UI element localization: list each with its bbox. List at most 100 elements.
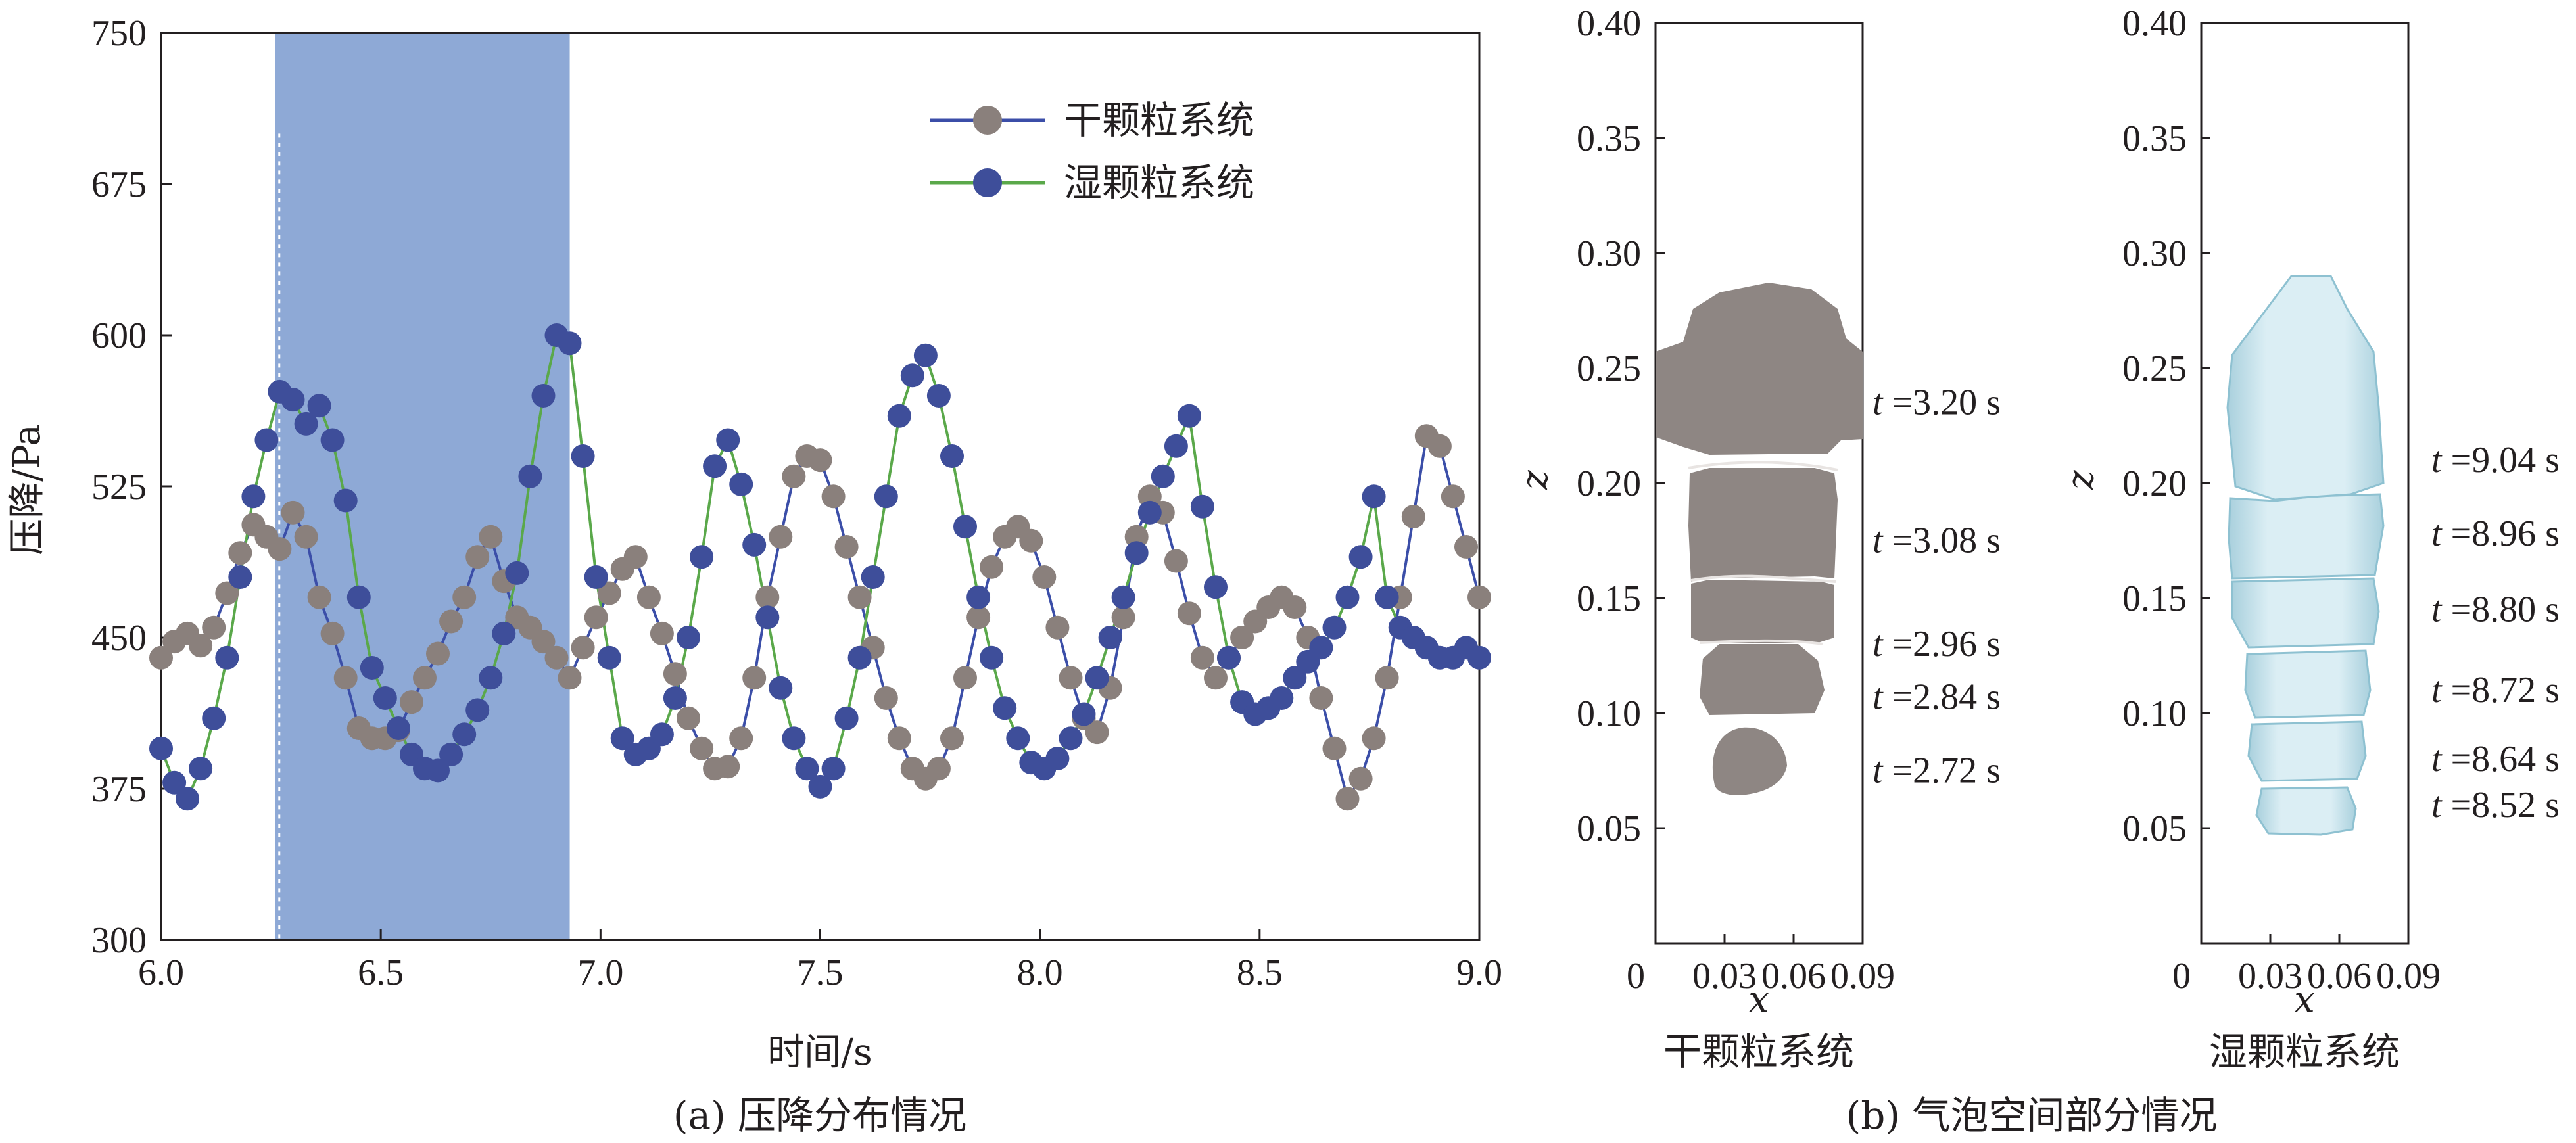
data-point-wet — [228, 565, 252, 589]
y-tick-label: 675 — [91, 164, 147, 205]
legend: 干颗粒系统 湿颗粒系统 — [930, 98, 1254, 205]
data-point-wet — [176, 787, 200, 811]
data-point-wet — [913, 343, 938, 367]
time-label: t =8.80 s — [2431, 590, 2560, 630]
data-point-wet — [1124, 541, 1149, 565]
data-point-wet — [1322, 615, 1347, 640]
data-point-dry — [1283, 595, 1307, 619]
data-point-dry — [755, 585, 780, 609]
data-point-wet — [663, 686, 687, 710]
wet-bubble-t852 — [2255, 786, 2357, 836]
dry-time-labels: t =3.20 s t =3.08 s t =2.96 s t =2.84 s t =2… — [1872, 383, 2001, 791]
data-point-wet — [254, 428, 279, 452]
data-point-wet — [1164, 434, 1188, 458]
data-point-dry — [729, 726, 753, 751]
x-tick-label: 6.0 — [138, 952, 184, 993]
data-point-dry — [1309, 686, 1333, 710]
x-tick-label: 0.06 — [1761, 956, 1826, 996]
data-point-dry — [650, 621, 674, 645]
data-point-dry — [294, 525, 318, 549]
y-tick-label: 450 — [91, 618, 147, 659]
data-point-dry — [1467, 585, 1491, 609]
data-point-dry — [1230, 626, 1254, 649]
data-point-wet — [1072, 702, 1096, 726]
data-point-dry — [413, 666, 437, 690]
data-point-dry — [228, 541, 252, 565]
data-point-wet — [966, 585, 991, 609]
data-point-dry — [940, 726, 964, 751]
data-point-wet — [202, 706, 226, 730]
wet-time-labels: t =9.04 s t =8.96 s t =8.80 s t =8.72 s t =8… — [2431, 440, 2560, 826]
data-point-wet — [1204, 575, 1228, 599]
x-tick-label: 7.5 — [798, 952, 844, 993]
time-label: t =2.72 s — [1872, 751, 2001, 791]
dry-bubble-t320 — [1656, 283, 1863, 455]
data-point-dry — [439, 609, 464, 634]
data-point-wet — [307, 394, 331, 418]
legend-marker-dry — [973, 106, 1002, 135]
series-group — [149, 323, 1491, 811]
data-point-dry — [1059, 666, 1083, 690]
dry-bubble-t272 — [1712, 727, 1787, 795]
data-point-wet — [189, 757, 213, 781]
data-point-wet — [571, 444, 595, 468]
data-point-dry — [1401, 505, 1425, 528]
data-point-dry — [1085, 720, 1109, 745]
x-tick-label: 0.03 — [1692, 956, 1757, 996]
data-point-wet — [333, 488, 358, 513]
data-point-dry — [690, 736, 714, 760]
data-point-wet — [1335, 585, 1360, 609]
data-point-wet — [1177, 404, 1201, 428]
x-tick-label: 0 — [1627, 956, 1645, 996]
data-point-wet — [795, 757, 819, 781]
data-point-dry — [1111, 605, 1135, 630]
data-point-dry — [1322, 736, 1347, 760]
data-point-dry — [202, 615, 226, 640]
data-point-wet — [320, 428, 345, 452]
highlight-span — [275, 33, 570, 940]
data-point-wet — [940, 444, 964, 468]
data-point-wet — [742, 532, 767, 557]
data-point-wet — [1137, 500, 1162, 525]
data-point-wet — [479, 666, 503, 690]
x-tick-label: 6.5 — [358, 952, 404, 993]
data-point-dry — [926, 757, 951, 781]
z-tick-label: 0.35 — [2122, 118, 2187, 159]
dry-seam-2 — [1690, 574, 1836, 583]
data-point-wet — [729, 472, 753, 496]
wet-z-label: z — [2059, 470, 2102, 490]
caption-b: (b) 气泡空间部分情况 — [1846, 1093, 2218, 1138]
data-point-dry — [887, 726, 911, 751]
data-point-wet — [1045, 747, 1070, 770]
data-point-dry — [980, 555, 1004, 579]
dry-x-label: x — [1748, 979, 1769, 1021]
data-point-dry — [452, 585, 477, 609]
data-point-dry — [847, 585, 872, 609]
data-point-dry — [215, 581, 239, 605]
data-point-wet — [847, 645, 872, 670]
data-point-wet — [980, 645, 1004, 670]
data-point-dry — [189, 634, 213, 658]
x-tick-label: 0.09 — [1830, 956, 1895, 996]
data-point-dry — [1454, 535, 1478, 559]
data-point-dry — [544, 645, 569, 670]
data-point-wet — [1006, 726, 1030, 751]
z-tick-label: 0.25 — [2122, 348, 2187, 389]
x-tick-label: 8.5 — [1237, 952, 1283, 993]
data-point-wet — [518, 464, 542, 488]
data-point-dry — [465, 545, 490, 569]
data-point-wet — [716, 428, 740, 452]
data-point-dry — [1045, 615, 1070, 640]
z-tick-label: 0.05 — [2122, 808, 2187, 849]
data-point-wet — [439, 742, 464, 766]
data-point-dry — [1335, 787, 1360, 811]
x-tick-label: 0.09 — [2376, 956, 2441, 996]
data-point-wet — [769, 676, 793, 700]
data-point-wet — [1085, 666, 1109, 690]
wet-bubble-t904 — [2226, 275, 2385, 501]
data-point-dry — [636, 585, 661, 609]
data-point-wet — [834, 706, 859, 730]
data-point-wet — [426, 758, 450, 783]
data-point-wet — [1375, 585, 1399, 609]
data-point-wet — [887, 404, 911, 428]
